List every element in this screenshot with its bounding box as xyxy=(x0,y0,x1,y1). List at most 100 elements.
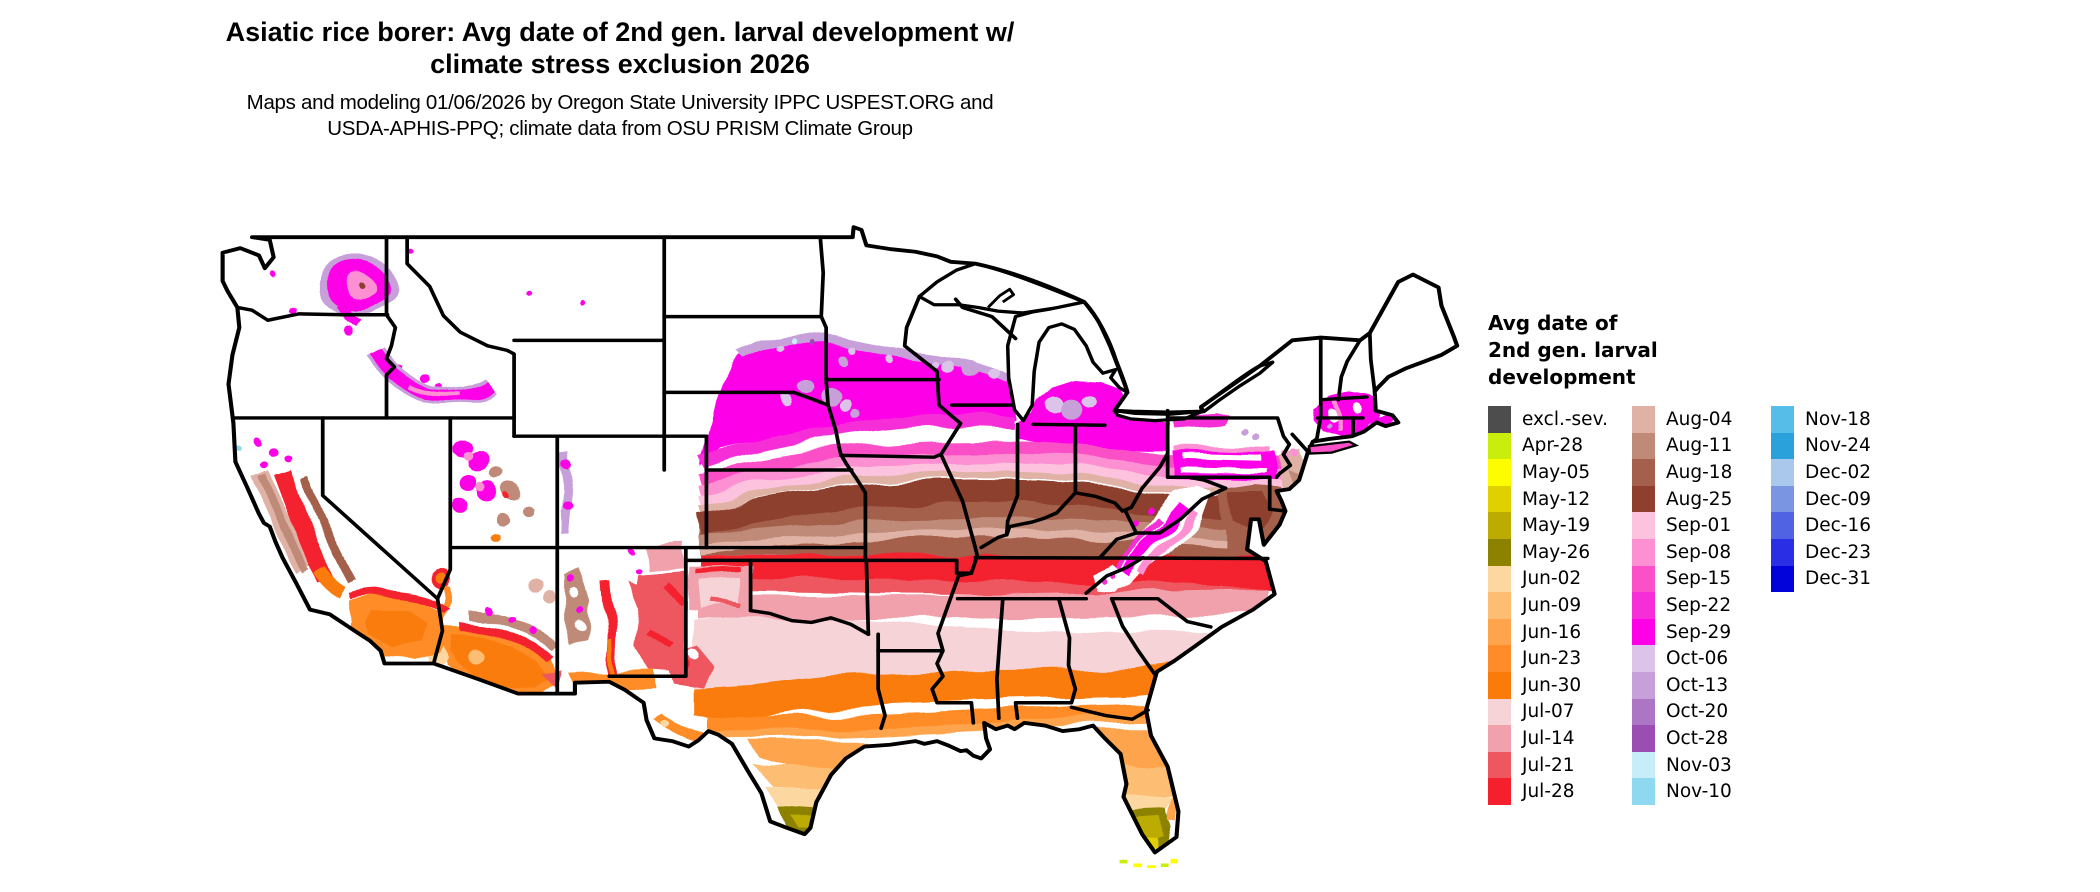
map-title: Asiatic rice borer: Avg date of 2nd gen.… xyxy=(0,16,1240,80)
legend-title: Avg date of 2nd gen. larval development xyxy=(1488,311,1658,389)
us-map xyxy=(220,225,1460,868)
legend-label: Oct-13 xyxy=(1666,674,1729,696)
map-subtitle: Maps and modeling 01/06/2026 by Oregon S… xyxy=(0,90,1240,142)
legend-swatch xyxy=(1488,485,1511,513)
legend-row: Jul-28 xyxy=(1488,778,1608,805)
legend-label: Aug-25 xyxy=(1666,488,1733,510)
legend-row: Jun-23 xyxy=(1488,645,1608,672)
legend-row: Aug-04 xyxy=(1632,406,1732,433)
legend-swatch xyxy=(1771,485,1794,513)
legend-row: Dec-09 xyxy=(1771,485,1872,513)
legend-swatch xyxy=(1632,671,1655,699)
legend-row: Aug-25 xyxy=(1632,485,1733,513)
plains-midwest-magenta xyxy=(699,334,1016,467)
legend-row: Sep-29 xyxy=(1632,618,1732,646)
legend-label: May-26 xyxy=(1522,541,1591,563)
legend-label: May-05 xyxy=(1522,461,1591,483)
legend-label: Sep-01 xyxy=(1666,515,1732,537)
legend-row: Dec-23 xyxy=(1771,538,1872,566)
legend-row: May-26 xyxy=(1488,538,1608,566)
legend-swatch xyxy=(1488,618,1511,646)
legend-row: Oct-13 xyxy=(1632,671,1732,699)
legend-label: Nov-10 xyxy=(1666,781,1732,803)
legend-swatch xyxy=(1771,565,1794,593)
legend-row: May-12 xyxy=(1488,485,1608,513)
legend-label: Jun-16 xyxy=(1522,621,1582,643)
legend-label: Jun-23 xyxy=(1522,648,1582,670)
legend-swatch xyxy=(1488,406,1511,433)
legend-swatch xyxy=(1632,485,1655,513)
legend-row: Dec-16 xyxy=(1771,512,1871,539)
legend-row: Oct-20 xyxy=(1632,698,1732,726)
legend-label: Jun-30 xyxy=(1522,674,1582,696)
legend-swatch xyxy=(1488,565,1511,593)
legend-row: Aug-11 xyxy=(1632,432,1733,460)
legend-swatch xyxy=(1771,459,1794,486)
legend-column-3: Nov-18 Nov-24 Dec-02 Dec-09 Dec-16 Dec-23 Dec-… xyxy=(1771,406,1872,593)
legend-swatch xyxy=(1488,725,1511,752)
legend-swatch xyxy=(1488,698,1511,726)
legend-label: Dec-23 xyxy=(1805,541,1872,563)
legend-swatch xyxy=(1632,565,1655,593)
legend-swatch xyxy=(1632,406,1655,433)
legend-swatch xyxy=(1771,432,1794,460)
legend-label: Jul-14 xyxy=(1522,727,1575,749)
legend-label: Sep-22 xyxy=(1666,594,1732,616)
legend-label: Nov-18 xyxy=(1805,408,1871,430)
legend-swatch xyxy=(1632,698,1655,726)
legend-label: Dec-09 xyxy=(1805,488,1872,510)
legend-label: May-19 xyxy=(1522,515,1591,537)
legend-row: Nov-24 xyxy=(1771,432,1871,460)
legend-label: Jun-02 xyxy=(1522,568,1582,590)
florida-keys xyxy=(1119,858,1178,868)
map-title-line2: climate stress exclusion 2026 xyxy=(430,49,810,79)
legend-label: Aug-11 xyxy=(1666,435,1733,457)
legend-swatch xyxy=(1632,538,1655,566)
legend-row: Sep-22 xyxy=(1632,592,1732,619)
legend-swatch xyxy=(1632,778,1655,805)
legend-row: Jul-07 xyxy=(1488,698,1608,726)
legend-column-1: excl.-sev. Apr-28 May-05 May-12 May-19 May-26… xyxy=(1488,406,1608,805)
legend-row: Jul-14 xyxy=(1488,725,1608,752)
legend-label: Sep-29 xyxy=(1666,621,1732,643)
legend-row: Nov-03 xyxy=(1632,751,1732,779)
legend-row: Nov-18 xyxy=(1771,406,1871,433)
long-island xyxy=(1307,440,1360,455)
legend-swatch xyxy=(1632,459,1655,486)
legend-swatch xyxy=(1488,778,1511,805)
legend-swatch xyxy=(1488,671,1511,699)
legend-swatch xyxy=(1632,618,1655,646)
legend-label: Jun-09 xyxy=(1522,594,1582,616)
legend-row: May-05 xyxy=(1488,459,1608,486)
legend-swatch xyxy=(1488,751,1511,779)
legend-label: May-12 xyxy=(1522,488,1591,510)
legend-swatch xyxy=(1488,432,1511,460)
legend-row: Sep-15 xyxy=(1632,565,1732,593)
legend-swatch xyxy=(1632,725,1655,752)
legend-row: May-19 xyxy=(1488,512,1608,539)
map-title-line1: Asiatic rice borer: Avg date of 2nd gen.… xyxy=(225,17,1015,47)
legend-label: Jul-21 xyxy=(1522,754,1575,776)
legend-row: Jun-02 xyxy=(1488,565,1608,593)
legend-label: Dec-31 xyxy=(1805,568,1872,590)
legend-swatch xyxy=(1632,592,1655,619)
legend-row: Nov-10 xyxy=(1632,778,1732,805)
legend-swatch xyxy=(1771,406,1794,433)
legend-row: Jun-09 xyxy=(1488,592,1608,619)
legend-row: Jun-16 xyxy=(1488,618,1608,646)
legend-row: Aug-18 xyxy=(1632,459,1732,486)
us-outline xyxy=(220,225,1460,855)
state-borders xyxy=(231,235,1377,731)
legend-swatch xyxy=(1632,645,1655,672)
keweenaw-peninsula xyxy=(986,287,1016,309)
map-subtitle-line1: Maps and modeling 01/06/2026 by Oregon S… xyxy=(246,91,994,114)
legend-label: Apr-28 xyxy=(1522,435,1584,457)
legend-swatch xyxy=(1488,645,1511,672)
legend-swatch xyxy=(1632,432,1655,460)
legend-swatch xyxy=(1488,592,1511,619)
legend-swatch xyxy=(1632,512,1655,539)
legend-label: Dec-16 xyxy=(1805,515,1872,537)
legend-label: Nov-24 xyxy=(1805,435,1871,457)
legend-row: Sep-08 xyxy=(1632,538,1732,566)
legend-row: Oct-28 xyxy=(1632,725,1732,752)
